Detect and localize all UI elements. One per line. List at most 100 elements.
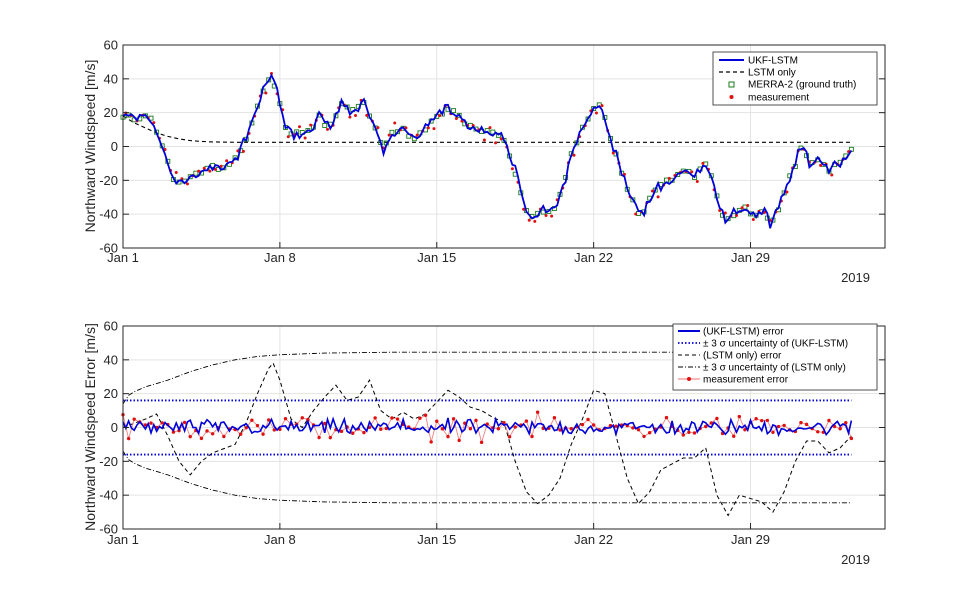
measurement-error-point xyxy=(765,418,770,423)
measurement-point xyxy=(454,116,458,120)
lstm-sigma-lower xyxy=(122,450,852,504)
measurement-point xyxy=(225,159,229,163)
top-xtick-label: Jan 29 xyxy=(731,250,770,265)
measurement-point xyxy=(667,176,671,180)
measurement-error-point xyxy=(238,432,243,436)
measurement-point xyxy=(746,203,750,207)
measurement-point xyxy=(785,190,789,194)
measurement-point xyxy=(303,136,307,140)
measurement-point xyxy=(185,182,189,186)
measurement-point xyxy=(471,124,475,128)
top-xtick-label: Jan 1 xyxy=(107,250,139,265)
measurement-error-point xyxy=(754,417,758,421)
bottom-ytick-label: 60 xyxy=(104,319,118,334)
measurement-point xyxy=(594,111,598,115)
measurement-error-point xyxy=(300,416,304,420)
measurement-point xyxy=(482,138,486,142)
measurement-error-point xyxy=(704,424,708,429)
measurement-error-point xyxy=(210,432,215,436)
top-chart-ylabel: Northward Windspeed [m/s] xyxy=(82,60,98,233)
lstm-error-line xyxy=(122,362,852,517)
top-ytick-label: -60 xyxy=(99,241,118,256)
measurement-point xyxy=(819,163,823,167)
measurement-point xyxy=(544,213,548,217)
bottom-xtick-label: Jan 29 xyxy=(731,532,770,547)
bottom-chart-legend: (UKF-LSTM) error ± 3 σ uncertainty of (U… xyxy=(672,323,878,391)
measurement-point xyxy=(264,91,268,95)
measurement-error-point xyxy=(306,417,310,422)
measurement-error-point xyxy=(261,432,265,436)
bottom-xtick-label: Jan 15 xyxy=(417,532,456,547)
measurement-error-point xyxy=(479,440,484,445)
measurement-error-point xyxy=(614,424,618,428)
measurement-point xyxy=(432,127,436,131)
measurement-point xyxy=(376,126,380,130)
measurement-error-point xyxy=(535,410,540,414)
measurement-point xyxy=(387,133,391,137)
measurement-error-point xyxy=(188,434,192,439)
measurement-point xyxy=(735,213,739,217)
merra-point xyxy=(451,108,457,114)
top-ytick-label: 0 xyxy=(111,139,118,154)
merra-point xyxy=(630,197,636,203)
measurement-point xyxy=(695,180,699,184)
legend-ukf-label: UKF-LSTM xyxy=(748,56,798,67)
measurement-point xyxy=(438,114,442,118)
measurement-error-point xyxy=(317,435,321,440)
bottom-ytick-label: 20 xyxy=(104,386,118,401)
measurement-error-point xyxy=(502,420,506,425)
lstm-sigma-upper xyxy=(122,351,852,405)
measurement-point xyxy=(202,166,206,170)
measurement-error-point xyxy=(631,426,635,430)
top-xtick-label: Jan 8 xyxy=(264,250,296,265)
measurement-error-point xyxy=(782,423,786,428)
legend-merra-swatch xyxy=(728,81,735,88)
measurement-error-point xyxy=(692,431,697,435)
bottom-chart-ylabel: Northward Windspeed Error [m/s] xyxy=(82,323,98,531)
measurement-point xyxy=(297,125,301,129)
measurement-point xyxy=(213,167,217,171)
measurement-point xyxy=(219,164,223,168)
measurement-error-point xyxy=(647,431,652,435)
legend-measurement-swatch xyxy=(729,95,734,99)
measurement-point xyxy=(690,170,694,174)
measurement-error-point xyxy=(474,418,478,423)
merra-point xyxy=(322,122,328,128)
measurement-error-point xyxy=(328,435,333,440)
top-ytick-label: -40 xyxy=(99,207,118,222)
measurement-error-point xyxy=(160,421,164,425)
measurement-error-point xyxy=(390,416,394,420)
top-ytick-label: 40 xyxy=(104,71,118,86)
measurement-error-point xyxy=(771,430,775,435)
top-ytick-label: 20 xyxy=(104,105,118,120)
measurement-error-point xyxy=(816,430,820,434)
measurement-point xyxy=(152,121,156,125)
measurement-error-point xyxy=(799,420,803,425)
measurement-error-point xyxy=(524,419,529,423)
measurement-point xyxy=(236,149,240,153)
measurement-point xyxy=(527,218,531,222)
measurement-error-point xyxy=(743,428,747,432)
measurement-error-point xyxy=(149,421,153,425)
measurement-point xyxy=(415,133,419,137)
measurement-error-point xyxy=(339,429,344,434)
measurement-error-point xyxy=(435,419,439,423)
bottom-xtick-label: Jan 8 xyxy=(264,532,296,547)
measurement-error-point xyxy=(687,430,691,435)
top-xtick-label: Jan 15 xyxy=(417,250,456,265)
measurement-error-point xyxy=(804,422,809,427)
measurement-error-point xyxy=(849,436,854,441)
top-xtick-label: Jan 22 xyxy=(574,250,613,265)
measurement-point xyxy=(600,104,604,108)
measurement-error-point xyxy=(552,416,557,420)
measurement-error-point xyxy=(283,416,288,421)
measurement-point xyxy=(751,217,755,221)
measurement-error-point xyxy=(558,428,562,432)
measurement-error-point xyxy=(132,417,136,421)
legend-ukf-sigma-label: ± 3 σ uncertainty of (UKF-LSTM) xyxy=(703,339,848,350)
measurement-point xyxy=(572,153,576,157)
measurement-error-point xyxy=(507,435,512,439)
measurement-error-point xyxy=(586,417,590,422)
